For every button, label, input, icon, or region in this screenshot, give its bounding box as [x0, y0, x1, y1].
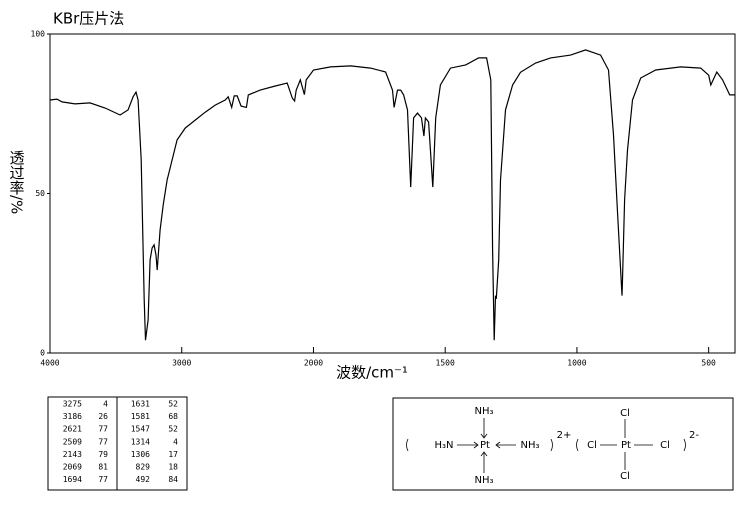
x-tick-label: 1000 — [567, 359, 586, 368]
peak-wavenumber: 2621 — [63, 425, 82, 434]
peak-transmittance: 77 — [98, 475, 108, 484]
structure-cation-bottom: NH₃ — [474, 475, 493, 486]
peak-wavenumber: 1631 — [131, 400, 150, 409]
peak-wavenumber: 2143 — [63, 450, 82, 459]
peak-wavenumber: 1547 — [131, 425, 150, 434]
y-tick-label: 50 — [35, 189, 45, 198]
y-axis-label: 透过率/% — [8, 150, 26, 214]
peak-transmittance: 18 — [168, 463, 178, 472]
peak-wavenumber: 2509 — [63, 437, 82, 446]
peak-transmittance: 84 — [168, 475, 178, 484]
structure-lines — [406, 418, 686, 473]
peak-transmittance: 79 — [98, 450, 108, 459]
structure-cation-charge: 2+ — [557, 430, 572, 441]
spectrum-line — [49, 49, 735, 341]
structure-anion-right: Cl — [660, 440, 670, 451]
peak-transmittance: 4 — [103, 400, 108, 409]
structure-anion-top: Cl — [620, 408, 630, 419]
structure-anion-left: Cl — [587, 440, 597, 451]
structure-cation-left: H₃N — [434, 440, 453, 451]
structure-anion-metal: Pt — [621, 440, 631, 451]
peak-wavenumber: 492 — [136, 475, 151, 484]
chart-title: KBr压片法 — [53, 10, 124, 28]
peak-transmittance: 17 — [168, 450, 178, 459]
structure-cation-right: NH₃ — [520, 440, 539, 451]
peak-transmittance: 52 — [168, 400, 178, 409]
peak-wavenumber: 3186 — [63, 412, 82, 421]
structure-cation-top: NH₃ — [474, 406, 493, 417]
structure-frame — [392, 397, 734, 491]
structure-anion-charge: 2- — [689, 430, 699, 441]
peak-transmittance: 52 — [168, 425, 178, 434]
x-tick-label: 4000 — [40, 359, 59, 368]
peak-wavenumber: 3275 — [63, 400, 82, 409]
peak-wavenumber: 1314 — [131, 437, 150, 446]
peak-wavenumber: 2069 — [63, 463, 82, 472]
peak-wavenumber: 1306 — [131, 450, 150, 459]
peak-transmittance: 77 — [98, 425, 108, 434]
peak-transmittance: 4 — [173, 437, 178, 446]
structure-cation-metal: Pt — [480, 440, 490, 451]
peak-transmittance: 26 — [98, 412, 108, 421]
peak-wavenumber: 1694 — [63, 475, 82, 484]
structure-anion-bottom: Cl — [620, 471, 630, 482]
y-tick-label: 100 — [31, 30, 46, 39]
peak-transmittance: 77 — [98, 437, 108, 446]
peak-wavenumber: 1581 — [131, 412, 150, 421]
x-tick-label: 2000 — [304, 359, 323, 368]
x-tick-label: 500 — [701, 359, 716, 368]
peak-wavenumber: 829 — [136, 463, 151, 472]
x-tick-label: 1500 — [436, 359, 455, 368]
y-tick-label: 0 — [40, 349, 45, 358]
peak-transmittance: 81 — [98, 463, 108, 472]
peak-transmittance: 68 — [168, 412, 178, 421]
x-axis-label: 波数/cm⁻¹ — [336, 364, 408, 382]
x-tick-label: 3000 — [172, 359, 191, 368]
